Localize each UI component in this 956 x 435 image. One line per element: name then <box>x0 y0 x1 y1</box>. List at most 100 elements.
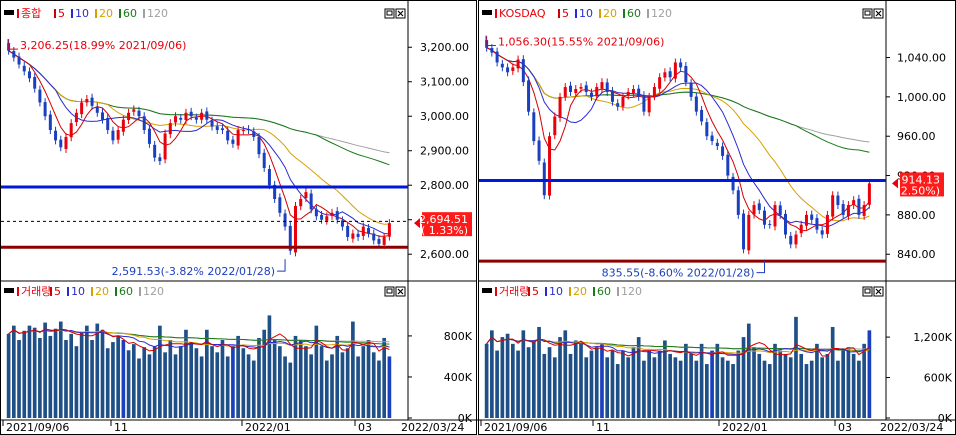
candle-body <box>548 136 552 196</box>
volume-bar <box>862 343 866 418</box>
candle-body <box>768 224 772 226</box>
menu-icon[interactable] <box>4 288 14 293</box>
volume-bar <box>194 348 199 418</box>
volume-bar <box>267 315 272 418</box>
volume-bar <box>757 353 762 418</box>
date-label: 11 <box>114 421 128 434</box>
volume-bar <box>547 347 552 418</box>
volume-bar <box>288 362 293 418</box>
candle-body <box>17 56 21 65</box>
volume-bar <box>621 350 625 418</box>
volume-ma5-line <box>486 336 870 357</box>
volume-bar <box>246 354 251 418</box>
candle-body <box>721 146 725 156</box>
maximize-icon[interactable] <box>384 8 395 19</box>
ma-legend-label-60: 60 <box>123 7 137 20</box>
date-label: 03 <box>838 421 852 434</box>
ma-legend-label-120: 120 <box>651 7 672 20</box>
ma20-line <box>8 50 390 225</box>
candle-body <box>382 236 386 245</box>
ma-legend-marker <box>575 9 577 18</box>
ma-legend-label-120: 120 <box>621 285 642 298</box>
candle-body <box>668 71 672 78</box>
volume-y-tick-label: 1,200K <box>913 331 952 344</box>
candle-body <box>610 90 614 102</box>
y-tick-label: 960.00 <box>897 130 936 143</box>
candle-body <box>372 233 376 241</box>
menu-icon[interactable] <box>482 10 492 15</box>
volume-bar <box>293 335 298 418</box>
maximize-glyph-icon <box>386 10 393 16</box>
y-tick-label: 2,600.00 <box>420 248 469 261</box>
date-label: 2022/01 <box>722 421 768 434</box>
candle-body <box>294 205 297 253</box>
candle-body <box>351 233 355 239</box>
y-tick-label: 2,800.00 <box>420 179 469 192</box>
candle-body <box>605 82 609 92</box>
candle-body <box>631 89 635 93</box>
menu-icon[interactable] <box>482 288 492 293</box>
candle-body <box>241 130 245 132</box>
series-color-marker <box>495 9 497 18</box>
volume-bar <box>668 353 672 418</box>
volume-bar <box>836 360 840 418</box>
candle-body <box>309 193 313 210</box>
volume-bar <box>147 354 152 418</box>
volume-y-tick-label: 400K <box>444 371 473 384</box>
volume-bar <box>168 340 173 418</box>
date-label: 2022/03/24 <box>880 421 943 434</box>
candle-body <box>278 197 282 213</box>
candle-body <box>831 195 835 217</box>
candle-body <box>252 131 256 137</box>
volume-bar <box>204 329 209 418</box>
volume-bar <box>17 340 21 418</box>
volume-bar <box>663 340 667 418</box>
candle-body <box>231 139 235 144</box>
current-price-value: 914.13 <box>902 173 941 186</box>
volume-bar <box>841 350 845 418</box>
candle-body <box>174 116 178 123</box>
volume-bar <box>773 343 777 418</box>
y-tick-label: 3,200.00 <box>420 41 469 54</box>
chart-labels: 2021/09/06 11 2022/01 03 2022/03/24 2021/09/0… <box>2 420 943 434</box>
y-tick-label: 880.00 <box>897 209 936 222</box>
candle-body <box>346 225 350 237</box>
candle-body <box>726 154 730 176</box>
candle-body <box>731 176 735 191</box>
candle-body <box>542 162 546 196</box>
low-marker-arrow <box>756 260 766 274</box>
volume-bar <box>105 348 110 418</box>
maximize-icon[interactable] <box>384 286 395 297</box>
volume-bar <box>500 337 505 418</box>
candle-body <box>299 199 303 207</box>
low-annotation: 2,591.53(-3.82% 2022/01/28) <box>112 265 275 278</box>
maximize-glyph-icon <box>386 288 393 294</box>
candle-body <box>356 233 360 237</box>
series-color-marker <box>17 9 19 18</box>
candle-body <box>43 102 47 117</box>
volume-bar <box>131 344 136 418</box>
candle-body <box>511 67 515 71</box>
volume-bar <box>22 330 27 418</box>
candle-body <box>537 140 541 161</box>
volume-bar <box>210 346 214 418</box>
volume-bar <box>636 337 641 418</box>
current-price-value: 2,694.51 <box>419 213 468 226</box>
volume-bar <box>537 326 541 418</box>
volume-bar <box>137 358 141 418</box>
ma-legend-marker <box>647 9 649 18</box>
volume-bar <box>767 364 772 418</box>
maximize-icon[interactable] <box>862 286 873 297</box>
ma-legend-marker <box>119 9 121 18</box>
candle-body <box>825 214 829 234</box>
volume-bar <box>830 326 835 418</box>
menu-icon[interactable] <box>4 10 14 15</box>
volume-bar <box>657 350 662 418</box>
volume-bar <box>815 343 819 418</box>
volume-bar <box>69 333 74 418</box>
maximize-icon[interactable] <box>862 8 873 19</box>
volume-bar <box>531 340 536 418</box>
high-marker-arrow <box>7 39 18 50</box>
candle-body <box>799 224 803 234</box>
volume-bar <box>484 343 489 418</box>
